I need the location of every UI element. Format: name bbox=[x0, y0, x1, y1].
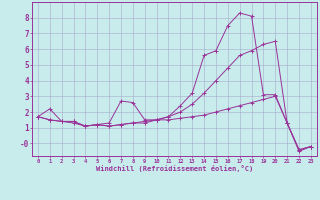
X-axis label: Windchill (Refroidissement éolien,°C): Windchill (Refroidissement éolien,°C) bbox=[96, 165, 253, 172]
